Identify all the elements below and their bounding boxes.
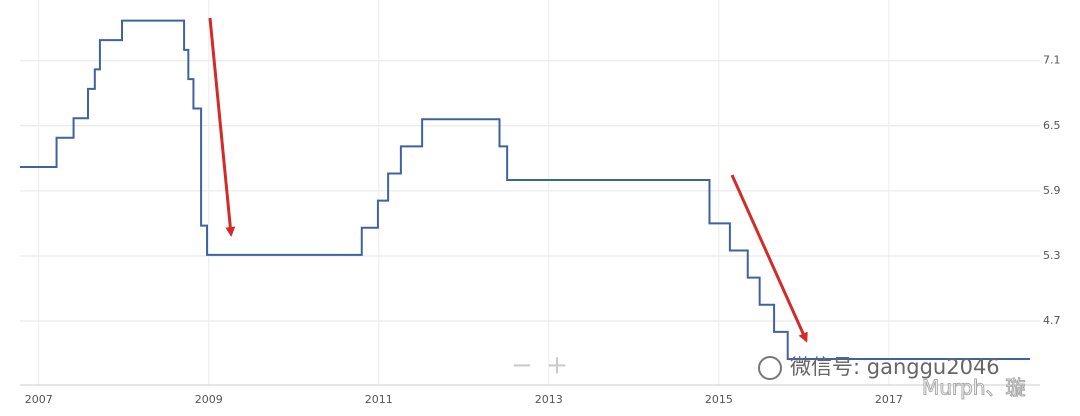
x-tick-label: 2007 — [25, 393, 53, 406]
y-tick-label: 5.9 — [1043, 184, 1061, 197]
watermark: 微信号: ganggu2046 Murph、璇 — [758, 355, 1026, 400]
x-tick-label: 2017 — [875, 393, 903, 406]
plot — [20, 19, 1030, 360]
rate-line — [20, 19, 1030, 360]
y-tick-label: 4.7 — [1043, 314, 1061, 327]
x-tick-label: 2009 — [195, 393, 223, 406]
wechat-icon — [758, 356, 782, 380]
arrow — [208, 17, 236, 237]
y-tick-label: 7.1 — [1043, 54, 1061, 67]
x-tick-label: 2011 — [365, 393, 393, 406]
watermark-text: 微信号: ganggu2046 — [790, 355, 1000, 379]
y-tick-label: 5.3 — [1043, 249, 1061, 262]
grid — [20, 0, 1040, 386]
x-tick-label: 2015 — [705, 393, 733, 406]
y-tick-label: 6.5 — [1043, 119, 1061, 132]
zoom-out[interactable]: − — [511, 351, 533, 381]
zoom-in[interactable]: + — [546, 351, 568, 381]
arrow — [730, 174, 808, 343]
x-tick-label: 2013 — [535, 393, 563, 406]
watermark-author: Murph、璇 — [922, 376, 1026, 400]
